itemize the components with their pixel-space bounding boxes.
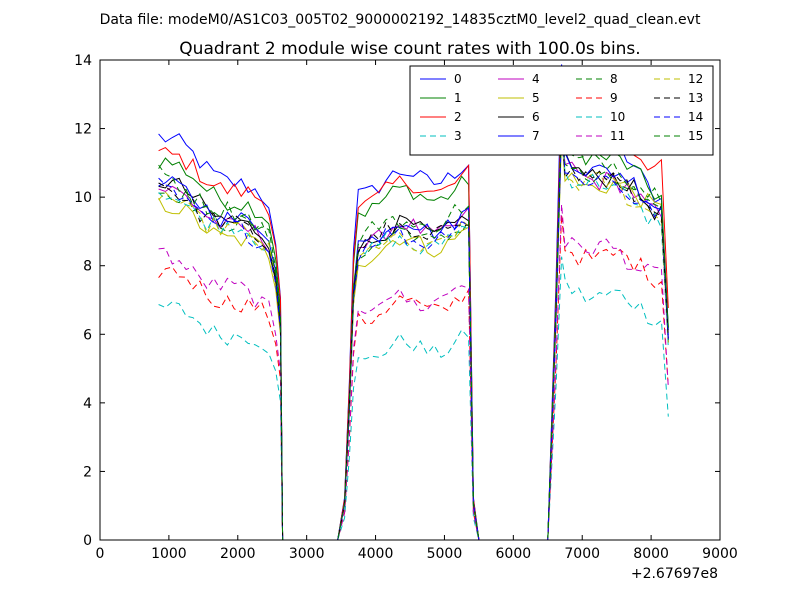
y-tick-label: 6 (83, 327, 92, 343)
x-tick-label: 9000 (702, 546, 738, 562)
legend-label-2: 2 (454, 110, 462, 124)
y-tick-label: 14 (74, 53, 92, 69)
y-tick-label: 10 (74, 190, 92, 206)
series-line-3 (158, 256, 669, 540)
legend-box (409, 65, 714, 156)
y-tick-label: 2 (83, 464, 92, 480)
axis-ticks: 0 1000 2000 3000 4000 5000 6000 7000 8000 9000 0 2 4… (74, 53, 738, 562)
series-layer (158, 64, 669, 540)
x-tick-label: 0 (96, 546, 105, 562)
y-tick-label: 12 (74, 122, 92, 138)
x-tick-label: 3000 (289, 546, 325, 562)
legend-label-1: 1 (454, 91, 462, 105)
legend-label-13: 13 (688, 91, 703, 105)
legend-label-8: 8 (610, 72, 618, 86)
plot-frame (99, 59, 721, 541)
series-line-10 (158, 127, 669, 540)
series-line-13 (158, 123, 669, 540)
legend-label-14: 14 (688, 110, 703, 124)
legend-label-5: 5 (532, 91, 540, 105)
series-line-7 (158, 109, 669, 540)
legend-label-11: 11 (610, 129, 625, 143)
y-tick-label: 8 (83, 259, 92, 275)
chart-title: Quadrant 2 module wise count rates with … (179, 39, 640, 59)
y-tick-label: 0 (83, 533, 92, 549)
legend-label-0: 0 (454, 72, 462, 86)
legend-label-12: 12 (688, 72, 703, 86)
x-offset-label: +2.67697e8 (631, 566, 718, 582)
x-tick-label: 7000 (564, 546, 600, 562)
legend-label-10: 10 (610, 110, 625, 124)
series-line-15 (158, 106, 669, 540)
x-tick-label: 6000 (496, 546, 532, 562)
legend-label-7: 7 (532, 129, 540, 143)
x-tick-label: 1000 (151, 546, 187, 562)
y-tick-label: 4 (83, 396, 92, 412)
series-line-5 (158, 134, 669, 540)
chart-suptitle: Data file: modeM0/AS1C03_005T02_90000021… (100, 12, 701, 28)
x-tick-label: 2000 (220, 546, 256, 562)
legend-label-9: 9 (610, 91, 618, 105)
series-line-6 (158, 116, 669, 540)
legend-label-15: 15 (688, 129, 703, 143)
x-tick-label: 5000 (427, 546, 463, 562)
legend-label-3: 3 (454, 129, 462, 143)
legend-label-6: 6 (532, 110, 540, 124)
legend-label-4: 4 (532, 72, 540, 86)
series-line-8 (158, 120, 669, 540)
series-line-9 (158, 214, 669, 540)
x-tick-label: 8000 (633, 546, 669, 562)
series-line-11 (158, 204, 669, 540)
x-tick-label: 4000 (358, 546, 394, 562)
